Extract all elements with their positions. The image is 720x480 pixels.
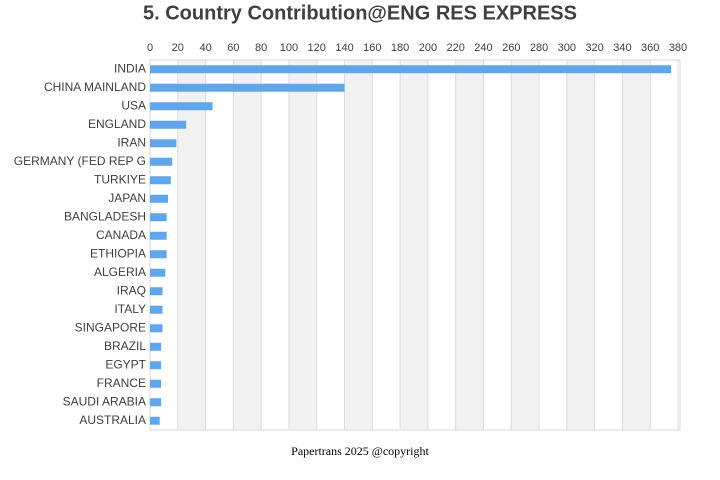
grid-band xyxy=(177,60,206,430)
y-tick-label: ALGERIA xyxy=(94,265,146,279)
y-tick-label: EGYPT xyxy=(105,357,146,371)
y-tick-label: INDIA xyxy=(114,61,146,75)
bar xyxy=(150,213,167,222)
y-tick-label: ENGLAND xyxy=(88,117,146,131)
x-tick-label: 320 xyxy=(585,42,603,54)
x-tick-label: 340 xyxy=(613,42,631,54)
bar xyxy=(150,157,173,166)
plot-border xyxy=(149,59,681,431)
y-tick-label: IRAN xyxy=(117,135,146,149)
y-tick-label: ETHIOPIA xyxy=(90,246,146,260)
grid-band xyxy=(622,60,651,430)
bar xyxy=(150,176,171,185)
x-tick-label: 300 xyxy=(558,42,576,54)
bar xyxy=(150,231,167,240)
y-tick-label: FRANCE xyxy=(97,376,146,390)
bar xyxy=(150,379,162,388)
bar xyxy=(150,268,166,277)
y-tick-label: SAUDI ARABIA xyxy=(63,394,146,408)
x-tick-label: 100 xyxy=(280,42,298,54)
y-tick-label: IRAQ xyxy=(117,283,146,297)
bar xyxy=(150,102,213,111)
x-tick-label: 80 xyxy=(255,42,267,54)
chart-title: 5. Country Contribution@ENG RES EXPRESS xyxy=(143,2,577,24)
y-tick-label: CHINA MAINLAND xyxy=(44,80,146,94)
bar xyxy=(150,398,162,407)
grid-band xyxy=(566,60,595,430)
y-tick-label: SINGAPORE xyxy=(75,320,146,334)
x-tick-label: 220 xyxy=(447,42,465,54)
x-tick-label: 380 xyxy=(669,42,687,54)
bar xyxy=(150,287,163,296)
grid-band xyxy=(511,60,540,430)
x-tick-label: 200 xyxy=(419,42,437,54)
bar xyxy=(150,65,672,74)
bar xyxy=(150,416,160,425)
y-tick-label: GERMANY (FED REP G xyxy=(14,154,146,168)
y-tick-label: BANGLADESH xyxy=(64,209,146,223)
bar xyxy=(150,342,162,351)
x-tick-label: 20 xyxy=(172,42,184,54)
bar xyxy=(150,361,162,370)
grid-band xyxy=(288,60,317,430)
x-tick-label: 40 xyxy=(199,42,211,54)
x-tick-label: 180 xyxy=(391,42,409,54)
y-tick-label: TURKIYE xyxy=(94,172,146,186)
grid-band xyxy=(344,60,373,430)
x-tick-label: 280 xyxy=(530,42,548,54)
footer: Papertrans 2025 @copyright xyxy=(291,444,429,458)
x-tick-label: 240 xyxy=(474,42,492,54)
y-tick-label: JAPAN xyxy=(108,191,146,205)
grid-band xyxy=(233,60,262,430)
x-tick-label: 260 xyxy=(502,42,520,54)
bar xyxy=(150,194,169,203)
bar xyxy=(150,83,345,92)
bar xyxy=(150,250,167,259)
x-tick-label: 160 xyxy=(363,42,381,54)
x-tick-label: 0 xyxy=(147,42,153,54)
x-tick-label: 120 xyxy=(308,42,326,54)
x-tick-label: 140 xyxy=(335,42,353,54)
bar xyxy=(150,139,177,148)
x-tick-label: 360 xyxy=(641,42,659,54)
bar xyxy=(150,305,163,314)
y-tick-label: AUSTRALIA xyxy=(79,413,146,427)
y-tick-label: CANADA xyxy=(96,228,146,242)
grid-band xyxy=(455,60,484,430)
y-tick-label: BRAZIL xyxy=(104,339,146,353)
y-tick-label: ITALY xyxy=(114,302,146,316)
x-tick-label: 60 xyxy=(227,42,239,54)
bar xyxy=(150,120,187,129)
y-tick-label: USA xyxy=(121,98,146,112)
bar xyxy=(150,324,163,333)
grid-band xyxy=(400,60,428,430)
